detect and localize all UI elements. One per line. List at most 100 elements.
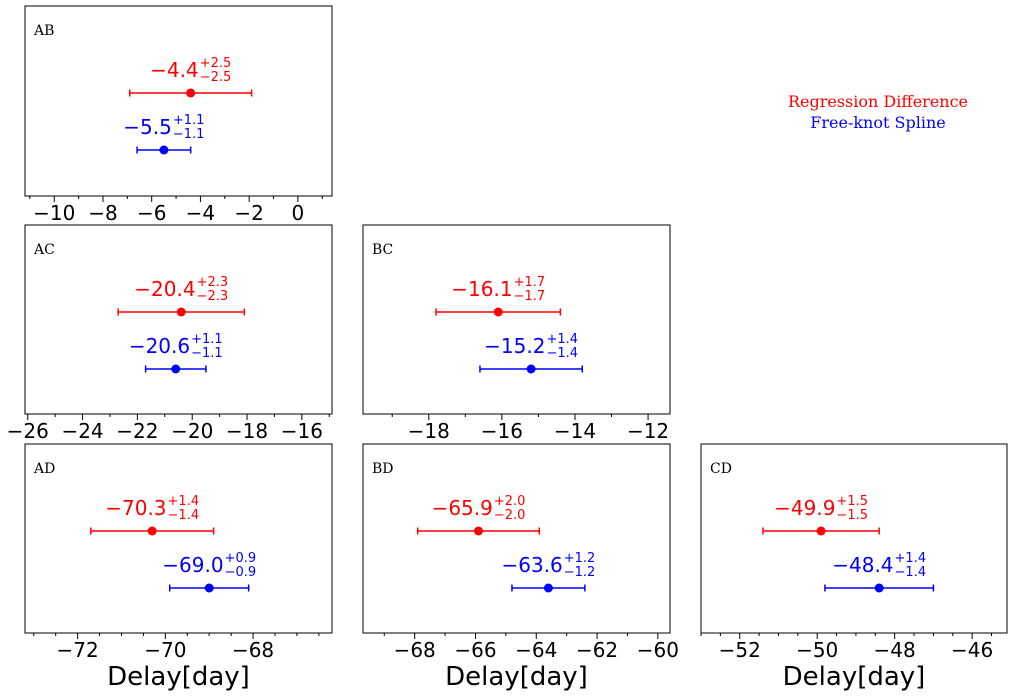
error-minus-label: −1.1 bbox=[191, 346, 223, 361]
panel-label: AB bbox=[33, 23, 54, 39]
error-minus-label: −2.3 bbox=[197, 289, 229, 304]
error-minus-label: −1.7 bbox=[514, 289, 546, 304]
value-label: −15.2 bbox=[484, 334, 545, 358]
error-plus-label: +0.9 bbox=[225, 551, 257, 566]
series-spline: −69.0 +0.9−0.9 bbox=[162, 551, 256, 593]
data-point bbox=[526, 364, 536, 374]
value-annotation: −15.2 +1.4−1.4 bbox=[484, 332, 578, 361]
value-annotation: −5.5 +1.1−1.1 bbox=[123, 113, 204, 142]
value-label: −5.5 bbox=[123, 115, 172, 139]
panel-label: BC bbox=[372, 242, 393, 258]
panel-bd: BD −68 −66 −64 −62 −60 Delay[day] −65.9 +2.0−2.0… bbox=[362, 443, 679, 692]
series-regression: −20.4 +2.3−2.3 bbox=[117, 275, 246, 317]
data-point bbox=[474, 526, 484, 536]
axes-frame bbox=[362, 443, 671, 634]
x-tick-label: −22 bbox=[116, 419, 158, 443]
legend-regression-label: Regression Difference bbox=[787, 92, 969, 111]
error-plus-label: +2.0 bbox=[494, 494, 526, 509]
series-spline: −63.6 +1.2−1.2 bbox=[501, 551, 595, 593]
x-tick-label: −6 bbox=[137, 201, 166, 225]
x-tick-label: −46 bbox=[951, 638, 993, 662]
data-point bbox=[186, 88, 196, 98]
value-label: −65.9 bbox=[432, 496, 493, 520]
data-point bbox=[204, 583, 214, 593]
x-axis-label: Delay[day] bbox=[107, 662, 250, 692]
x-axis-label: Delay[day] bbox=[783, 662, 926, 692]
x-tick-label: −8 bbox=[88, 201, 117, 225]
data-point bbox=[171, 364, 181, 374]
panel-bc: BC −18 −16 −14 −12 −16.1 +1.7−1.7 −15.2 +1.4−1.4 bbox=[362, 224, 671, 443]
error-minus-label: −2.0 bbox=[494, 508, 526, 523]
error-minus-label: −1.5 bbox=[836, 508, 868, 523]
axes-frame bbox=[24, 224, 333, 415]
axes-frame bbox=[24, 443, 333, 634]
error-plus-label: +2.3 bbox=[197, 275, 229, 290]
error-plus-label: +2.5 bbox=[200, 56, 232, 71]
axes-frame bbox=[700, 443, 1008, 634]
legend: Regression Difference Free-knot Spline bbox=[748, 92, 1008, 132]
series-spline: −20.6 +1.1−1.1 bbox=[129, 332, 223, 374]
x-tick-label: −14 bbox=[554, 419, 596, 443]
value-annotation: −48.4 +1.4−1.4 bbox=[832, 551, 926, 580]
error-minus-label: −1.2 bbox=[564, 565, 596, 580]
data-point bbox=[816, 526, 826, 536]
series-spline: −48.4 +1.4−1.4 bbox=[824, 551, 935, 593]
x-tick-label: 0 bbox=[292, 201, 305, 225]
error-plus-label: +1.4 bbox=[895, 551, 927, 566]
panel-ab: AB −10 −8 −6 −4 −2 0 −4.4 +2.5−2.5 −5.5 +1.1−1.1 bbox=[24, 5, 333, 225]
value-label: −49.9 bbox=[774, 496, 835, 520]
error-minus-label: −1.4 bbox=[895, 565, 927, 580]
x-tick-label: −52 bbox=[719, 638, 761, 662]
data-point bbox=[159, 145, 169, 155]
value-label: −20.4 bbox=[134, 277, 195, 301]
x-tick-label: −60 bbox=[637, 638, 679, 662]
series-regression: −65.9 +2.0−2.0 bbox=[416, 494, 541, 536]
data-point bbox=[147, 526, 157, 536]
error-minus-label: −1.1 bbox=[173, 127, 205, 142]
value-label: −20.6 bbox=[129, 334, 190, 358]
x-tick-label: −26 bbox=[7, 419, 49, 443]
x-tick-label: −2 bbox=[234, 201, 263, 225]
value-label: −16.1 bbox=[451, 277, 512, 301]
x-tick-label: −20 bbox=[171, 419, 213, 443]
x-tick-label: −10 bbox=[33, 201, 75, 225]
data-point bbox=[543, 583, 553, 593]
series-regression: −49.9 +1.5−1.5 bbox=[762, 494, 880, 536]
panel-label: CD bbox=[710, 461, 732, 477]
error-plus-label: +1.4 bbox=[546, 332, 578, 347]
value-annotation: −70.3 +1.4−1.4 bbox=[105, 494, 199, 523]
value-label: −4.4 bbox=[150, 58, 199, 82]
data-point bbox=[176, 307, 186, 317]
x-tick-label: −62 bbox=[576, 638, 618, 662]
axes-frame bbox=[24, 5, 333, 197]
panel-label: AC bbox=[33, 242, 55, 258]
series-regression: −4.4 +2.5−2.5 bbox=[129, 56, 253, 98]
series-regression: −70.3 +1.4−1.4 bbox=[90, 494, 215, 536]
value-annotation: −4.4 +2.5−2.5 bbox=[150, 56, 231, 85]
panel-label: AD bbox=[33, 461, 55, 477]
error-minus-label: −0.9 bbox=[225, 565, 257, 580]
x-tick-label: −64 bbox=[515, 638, 557, 662]
error-plus-label: +1.4 bbox=[168, 494, 200, 509]
error-plus-label: +1.1 bbox=[173, 113, 205, 128]
series-spline: −15.2 +1.4−1.4 bbox=[479, 332, 584, 374]
error-minus-label: −1.4 bbox=[546, 346, 578, 361]
value-label: −69.0 bbox=[162, 553, 223, 577]
x-tick-label: −68 bbox=[232, 638, 274, 662]
value-annotation: −16.1 +1.7−1.7 bbox=[451, 275, 545, 304]
panel-label: BD bbox=[372, 461, 394, 477]
error-plus-label: +1.1 bbox=[191, 332, 223, 347]
error-plus-label: +1.5 bbox=[836, 494, 868, 509]
value-annotation: −20.6 +1.1−1.1 bbox=[129, 332, 223, 361]
x-tick-label: −48 bbox=[874, 638, 916, 662]
x-tick-label: −66 bbox=[454, 638, 496, 662]
x-tick-label: −50 bbox=[796, 638, 838, 662]
value-annotation: −20.4 +2.3−2.3 bbox=[134, 275, 228, 304]
x-tick-label: −18 bbox=[408, 419, 450, 443]
error-minus-label: −1.4 bbox=[168, 508, 200, 523]
value-label: −70.3 bbox=[105, 496, 166, 520]
x-tick-label: −18 bbox=[226, 419, 268, 443]
series-regression: −16.1 +1.7−1.7 bbox=[435, 275, 562, 317]
